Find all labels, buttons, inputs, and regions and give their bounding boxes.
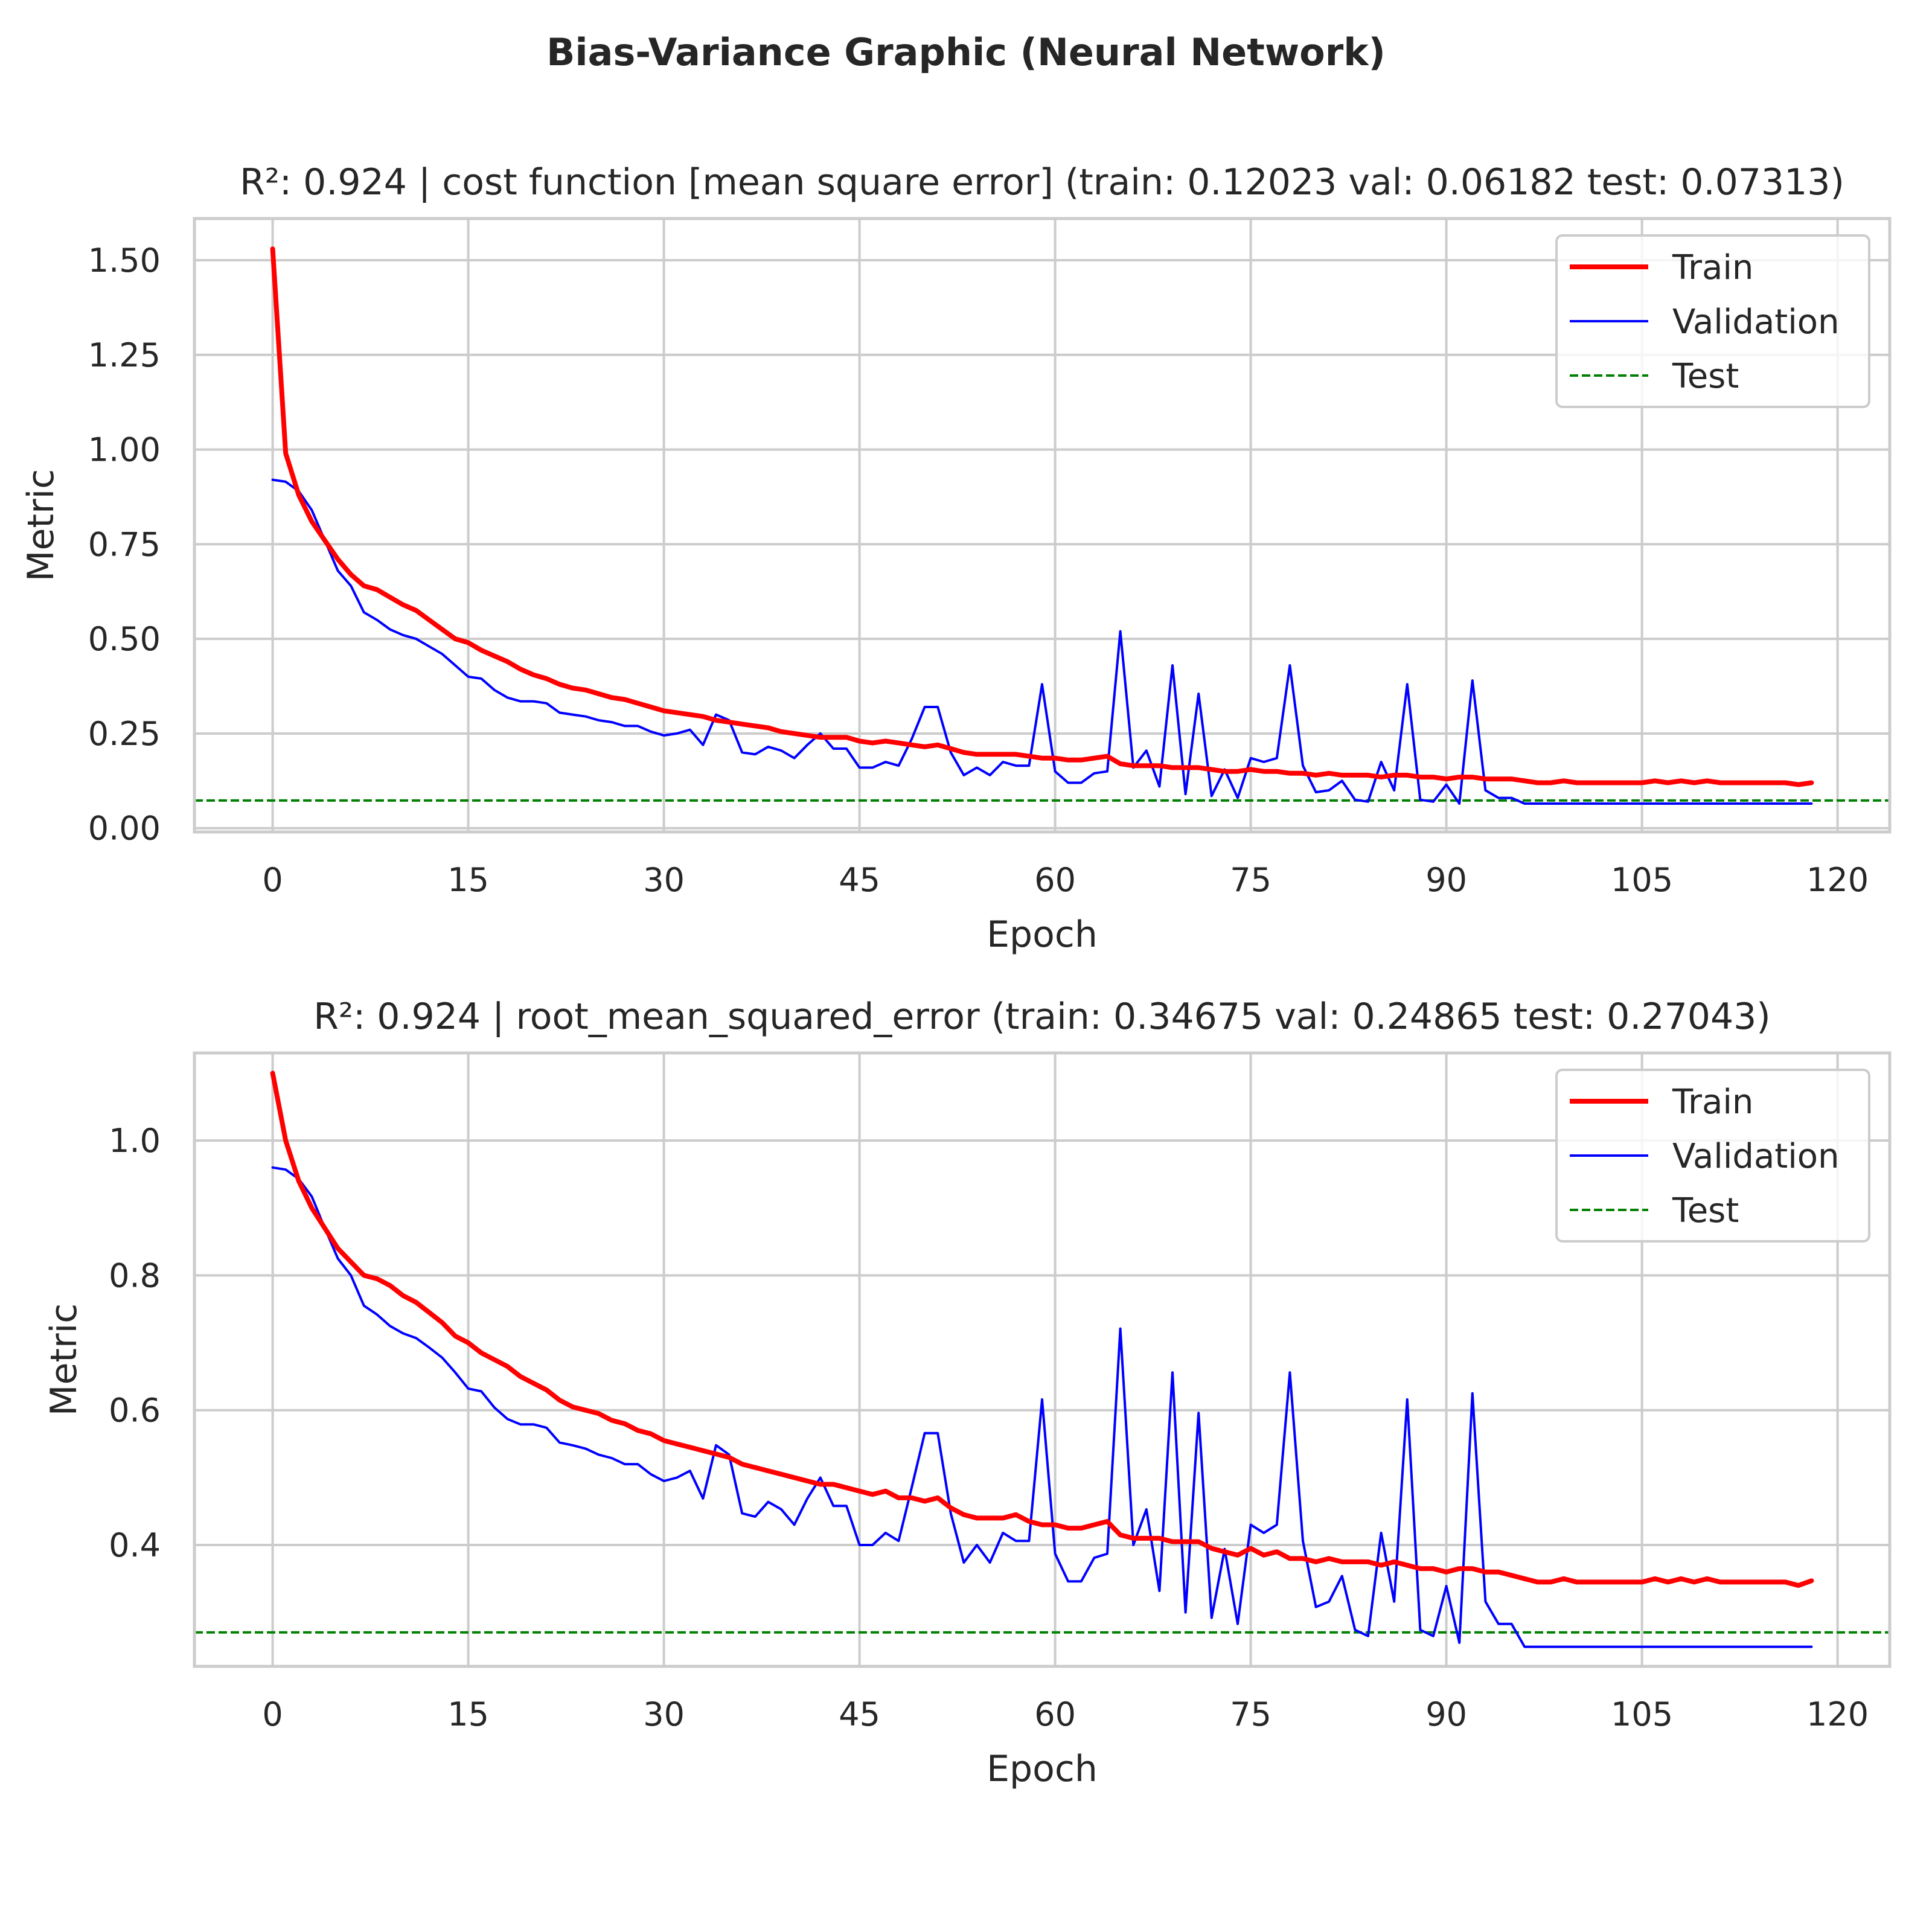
y-tick-label: 0.25 [88, 715, 161, 753]
x-tick-label: 60 [1034, 1695, 1076, 1733]
y-tick-label: 0.4 [109, 1526, 161, 1564]
legend-box [1555, 1069, 1870, 1243]
y-tick-label: 0.6 [109, 1392, 161, 1430]
x-tick-label: 15 [447, 861, 489, 899]
y-tick-label: 0.75 [88, 525, 161, 563]
y-tick-label: 1.00 [88, 431, 161, 469]
x-tick-label: 75 [1230, 861, 1271, 899]
legend-label-test: Test [1672, 357, 1739, 396]
legend-label-test: Test [1672, 1191, 1739, 1230]
x-tick-label: 0 [262, 1695, 283, 1733]
y-tick-label: 0.50 [88, 620, 161, 658]
y-axis-label: Metric [20, 469, 62, 582]
x-tick-label: 45 [839, 861, 880, 899]
axes-frame [193, 1051, 1892, 1668]
legend-label-validation: Validation [1672, 1137, 1840, 1176]
x-tick-label: 0 [262, 861, 283, 899]
series-line-train [270, 1070, 1814, 1588]
y-tick-label: 0.00 [88, 810, 161, 848]
plot-area [194, 246, 1890, 805]
x-axis-label: Epoch [987, 1748, 1098, 1790]
x-tick-label: 90 [1425, 861, 1467, 899]
x-tick-label: 30 [643, 861, 685, 899]
legend-label-train: Train [1672, 1083, 1753, 1122]
x-tick-label: 90 [1425, 1695, 1467, 1733]
y-axis-label: Metric [43, 1303, 85, 1416]
series-line-train [270, 246, 1814, 787]
legend-label-validation: Validation [1672, 302, 1840, 342]
x-tick-label: 30 [643, 1695, 685, 1733]
series-line-validation [271, 1166, 1813, 1648]
y-tick-label: 1.25 [88, 336, 161, 374]
x-tick-label: 45 [839, 1695, 880, 1733]
y-tick-label: 1.50 [88, 242, 161, 280]
x-tick-label: 15 [447, 1695, 489, 1733]
chart-title: R²: 0.924 | root_mean_squared_error (tra… [313, 996, 1770, 1038]
y-tick-label: 1.0 [109, 1122, 161, 1160]
x-tick-label: 120 [1806, 1695, 1869, 1733]
x-tick-label: 120 [1806, 861, 1869, 899]
x-tick-label: 105 [1611, 1695, 1673, 1733]
x-axis-label: Epoch [987, 913, 1098, 956]
x-tick-label: 105 [1611, 861, 1673, 899]
chart-rmse: 0 15 30 45 60 75 90 105 120 0.4 0.6 0.8 1.0 Epoch Metr… [43, 996, 1892, 1790]
axes-frame [193, 217, 1892, 834]
legend-box [1555, 234, 1870, 408]
x-tick-label: 75 [1230, 1695, 1271, 1733]
legend-label-train: Train [1672, 248, 1753, 287]
chart-cost-function: 0 15 30 45 60 75 90 105 120 0.00 0.25 0.50 0.75 1.00 1… [20, 161, 1892, 956]
chart-title: R²: 0.924 | cost function [mean square e… [240, 161, 1844, 203]
series-line-validation [271, 478, 1813, 805]
x-tick-label: 60 [1034, 861, 1076, 899]
y-tick-label: 0.8 [109, 1256, 161, 1294]
figure-suptitle: Bias-Variance Graphic (Neural Network) [546, 30, 1386, 74]
plot-area [194, 1070, 1890, 1648]
